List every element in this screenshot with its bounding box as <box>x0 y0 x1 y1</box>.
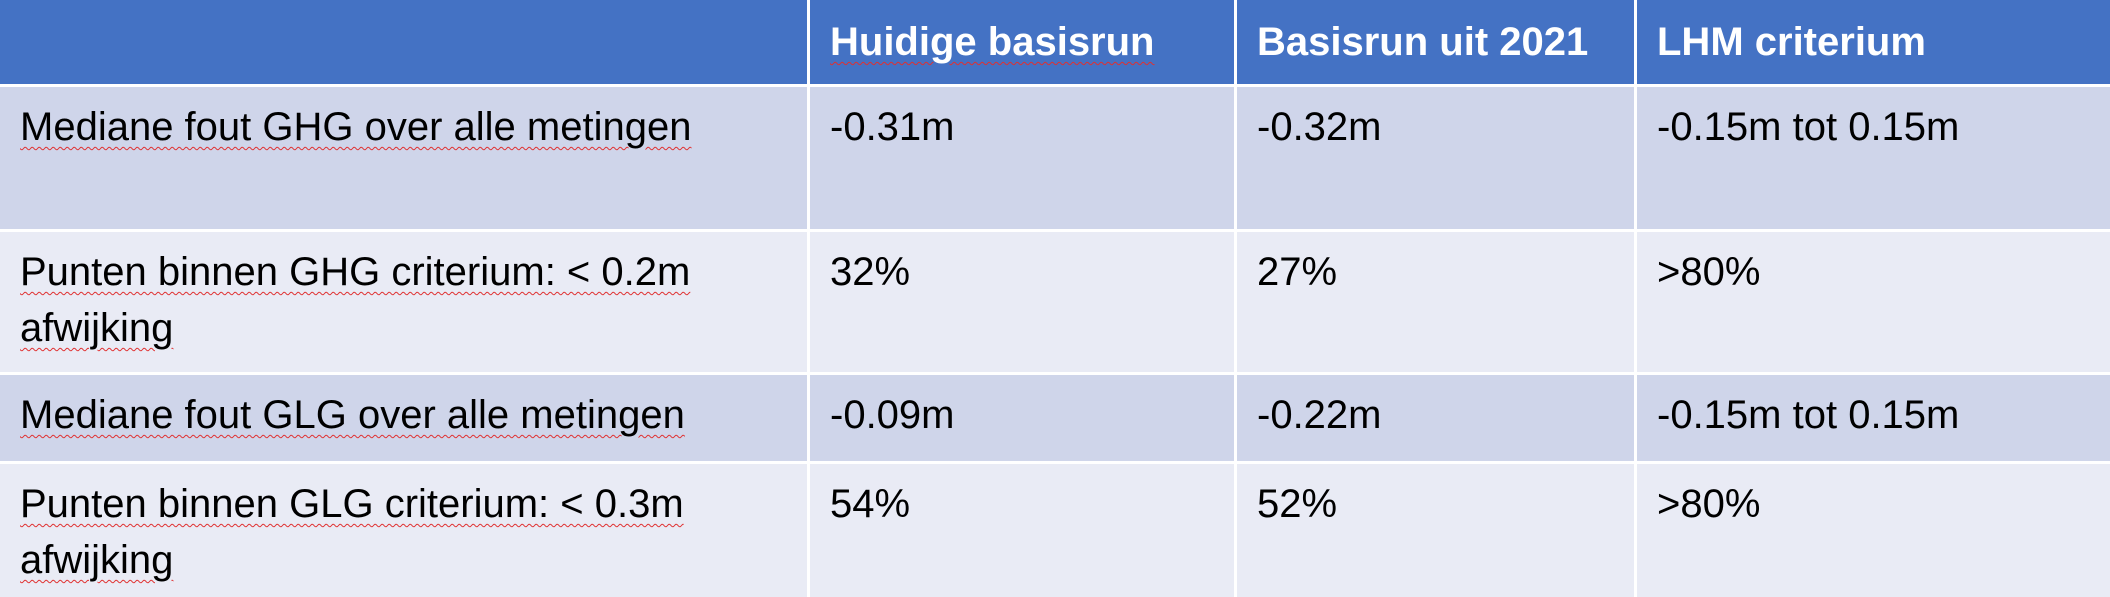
table-cell: -0.15m tot 0.15m <box>1637 87 2110 229</box>
table-cell: 54% <box>810 464 1234 597</box>
cell-value: 52% <box>1257 482 1338 526</box>
cell-value: -0.15m tot 0.15m <box>1657 393 1960 437</box>
header-cell-huidige-basisrun: Huidige basisrun <box>810 0 1234 84</box>
header-label: Huidige basisrun <box>830 20 1155 64</box>
header-cell-empty <box>0 0 807 84</box>
table-cell: -0.15m tot 0.15m <box>1637 375 2110 461</box>
cell-value: -0.22m <box>1257 393 1382 437</box>
table-cell: >80% <box>1637 232 2110 372</box>
row-label: Punten binnen GLG criterium: < 0.3m afwi… <box>20 482 684 582</box>
cell-value: >80% <box>1657 250 1761 294</box>
table-cell: -0.22m <box>1237 375 1634 461</box>
cell-value: -0.32m <box>1257 105 1382 149</box>
header-label: LHM criterium <box>1657 20 1926 64</box>
table-cell: -0.32m <box>1237 87 1634 229</box>
table-cell: 32% <box>810 232 1234 372</box>
cell-value: 32% <box>830 250 911 294</box>
row-label: Mediane fout GLG over alle metingen <box>20 393 685 437</box>
header-label: Basisrun uit 2021 <box>1257 20 1589 64</box>
row-label-cell: Mediane fout GLG over alle metingen <box>0 375 807 461</box>
header-cell-lhm-criterium: LHM criterium <box>1637 0 2110 84</box>
cell-value: -0.31m <box>830 105 955 149</box>
row-label: Mediane fout GHG over alle metingen <box>20 105 692 149</box>
table-cell: -0.31m <box>810 87 1234 229</box>
cell-value: >80% <box>1657 482 1761 526</box>
cell-value: 54% <box>830 482 911 526</box>
cell-value: -0.15m tot 0.15m <box>1657 105 1960 149</box>
header-cell-basisrun-2021: Basisrun uit 2021 <box>1237 0 1634 84</box>
row-label-cell: Mediane fout GHG over alle metingen <box>0 87 807 229</box>
row-label-cell: Punten binnen GLG criterium: < 0.3m afwi… <box>0 464 807 597</box>
table-cell: 27% <box>1237 232 1634 372</box>
cell-value: 27% <box>1257 250 1338 294</box>
table-cell: 52% <box>1237 464 1634 597</box>
table-cell: >80% <box>1637 464 2110 597</box>
row-label: Punten binnen GHG criterium: < 0.2m afwi… <box>20 250 691 350</box>
row-label-cell: Punten binnen GHG criterium: < 0.2m afwi… <box>0 232 807 372</box>
table-cell: -0.09m <box>810 375 1234 461</box>
cell-value: -0.09m <box>830 393 955 437</box>
